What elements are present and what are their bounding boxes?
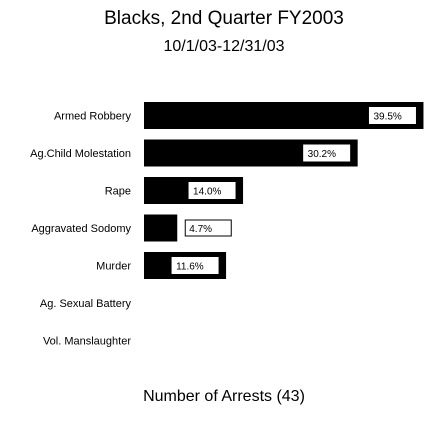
category-label: Rape	[105, 186, 131, 198]
category-label: Murder	[96, 261, 131, 273]
chart-title: Blacks, 2nd Quarter FY2003	[104, 8, 344, 29]
data-label: 30.2%	[308, 149, 336, 160]
chart-subtitle: 10/1/03-12/31/03	[163, 38, 285, 55]
data-label-box	[368, 107, 416, 124]
x-axis-label: Number of Arrests (43)	[143, 388, 305, 405]
data-label: 11.6%	[176, 262, 204, 273]
category-label: Armed Robbery	[54, 111, 132, 123]
category-label: Vol. Manslaughter	[43, 336, 131, 348]
category-label: Aggravated Sodomy	[31, 223, 131, 235]
bar	[144, 214, 178, 242]
data-label: 4.7%	[189, 224, 212, 235]
data-label-box	[171, 257, 219, 274]
data-label: 39.5%	[373, 112, 401, 123]
data-label-box	[303, 144, 351, 162]
data-label: 14.0%	[193, 187, 221, 198]
category-label: Ag. Sexual Battery	[40, 298, 132, 310]
category-label: Ag.Child Molestation	[30, 148, 131, 160]
data-label-box	[184, 219, 232, 237]
data-label-box	[188, 182, 236, 199]
